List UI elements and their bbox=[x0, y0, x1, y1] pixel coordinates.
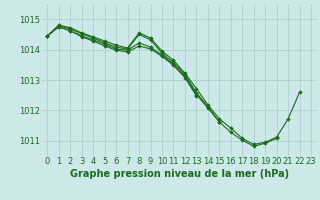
X-axis label: Graphe pression niveau de la mer (hPa): Graphe pression niveau de la mer (hPa) bbox=[70, 169, 289, 179]
